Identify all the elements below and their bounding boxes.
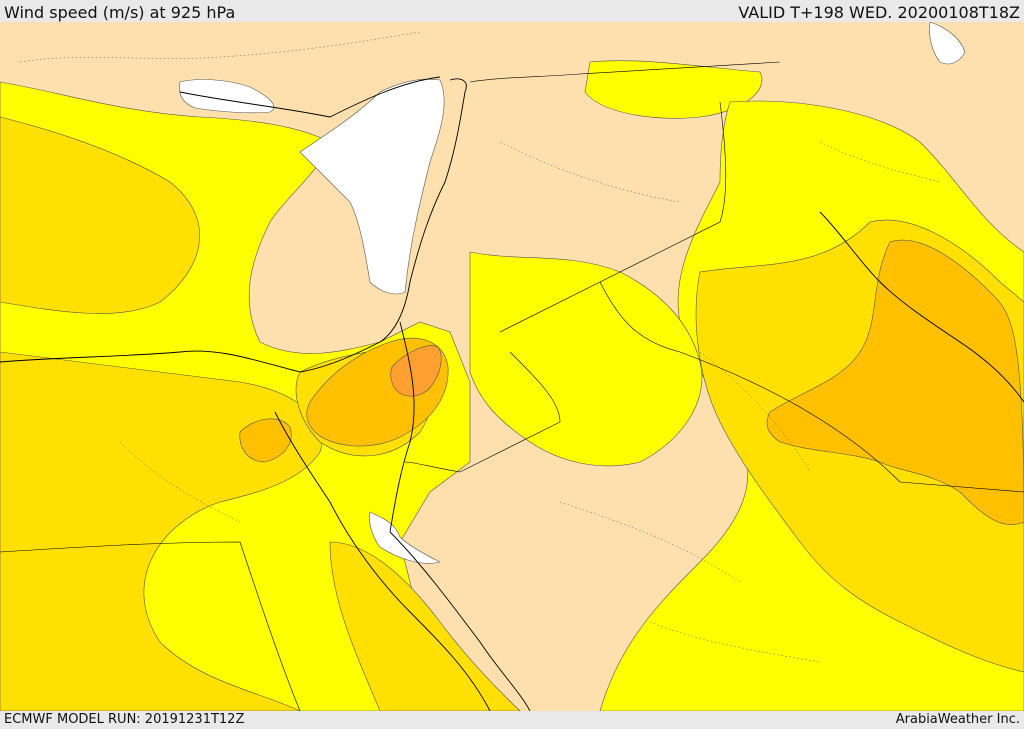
field-orange-core [390,345,442,397]
map-title: Wind speed (m/s) at 925 hPa [4,3,236,22]
field-orange-iraq [766,239,1024,525]
model-run: ECMWF MODEL RUN: 20191231T12Z [4,712,245,727]
field-orange-suez [239,418,292,463]
calm-sea-caspian [929,22,966,65]
field-yellow-syria [584,60,763,119]
field-gold-west [0,116,200,314]
field-gold-redsea [329,541,521,711]
internal-boundaries [19,31,941,663]
credit: ArabiaWeather Inc. [895,712,1020,727]
calm-sea-aegean [179,79,275,114]
valid-time: VALID T+198 WED. 20200108T18Z [738,3,1020,22]
map-header: Wind speed (m/s) at 925 hPa VALID T+198 … [0,0,1024,22]
coastlines [0,76,1024,711]
map-footer: ECMWF MODEL RUN: 20191231T12Z ArabiaWeat… [0,711,1024,729]
calm-sea-east-med [299,78,445,295]
wind-speed-map [0,22,1024,711]
calm-sea-gulf-aqaba [369,511,441,564]
country-borders [0,61,1024,711]
